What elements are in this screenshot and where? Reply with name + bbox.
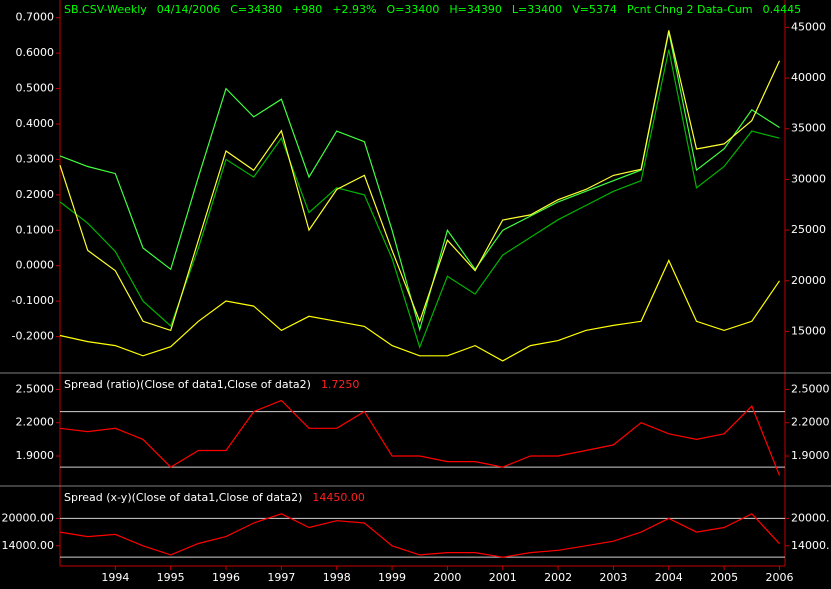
panel-header: 1.7250	[321, 378, 360, 391]
y-tick-label: 0.2000	[16, 188, 55, 201]
y2-tick-label: 2.2000	[791, 416, 830, 429]
x-tick-label: 1996	[212, 571, 240, 584]
x-tick-label: 2001	[489, 571, 517, 584]
y2-tick-label: 2.5000	[791, 382, 830, 395]
x-tick-label: 1999	[378, 571, 406, 584]
panel-header: O=33400	[386, 3, 439, 16]
y-tick-label: 1.9000	[16, 449, 55, 462]
panel-header: Pcnt Chng 2 Data-Cum	[627, 3, 753, 16]
y-tick-label: 0.0000	[16, 259, 55, 272]
panel-header: H=34390	[449, 3, 501, 16]
x-tick-label: 2002	[544, 571, 572, 584]
x-tick-label: 2004	[655, 571, 683, 584]
panel-header: +2.93%	[332, 3, 376, 16]
y2-tick-label: 1.9000	[791, 449, 830, 462]
panel-header: Spread (x-y)(Close of data1,Close of dat…	[64, 491, 302, 504]
y2-tick-label: 14000.	[791, 539, 830, 552]
x-tick-label: 2005	[710, 571, 738, 584]
y-tick-label: 14000.00	[2, 539, 55, 552]
x-tick-label: 2003	[599, 571, 627, 584]
x-tick-label: 2006	[765, 571, 793, 584]
y-tick-label: 2.5000	[16, 382, 55, 395]
panel-header: C=34380	[230, 3, 282, 16]
series-line	[59, 259, 780, 362]
panel-header: Spread (ratio)(Close of data1,Close of d…	[64, 378, 311, 391]
panel-header: V=5374	[572, 3, 617, 16]
y2-tick-label: 30000	[791, 172, 826, 185]
y-tick-label: 2.2000	[16, 416, 55, 429]
y-tick-label: 0.1000	[16, 223, 55, 236]
y-tick-label: 0.5000	[16, 82, 55, 95]
panel-header: 04/14/2006	[157, 3, 220, 16]
series-line	[59, 49, 780, 350]
y2-tick-label: 45000	[791, 20, 826, 33]
x-tick-label: 2000	[433, 571, 461, 584]
panel-header: L=33400	[512, 3, 562, 16]
y-tick-label: 0.7000	[16, 11, 55, 24]
x-tick-label: 1995	[157, 571, 185, 584]
y-tick-label: 0.3000	[16, 152, 55, 165]
y-tick-label: 0.6000	[16, 46, 55, 59]
y2-tick-label: 20000	[791, 274, 826, 287]
y2-tick-label: 25000	[791, 223, 826, 236]
y-tick-label: 0.4000	[16, 117, 55, 130]
panel-header: SB.CSV-Weekly	[64, 3, 147, 16]
y2-tick-label: 20000.	[791, 511, 830, 524]
y-tick-label: -0.2000	[12, 330, 54, 343]
panel-header: 14450.00	[312, 491, 365, 504]
series-line	[59, 30, 781, 332]
x-tick-label: 1997	[267, 571, 295, 584]
y-tick-label: -0.1000	[12, 294, 54, 307]
series-line	[59, 31, 780, 332]
y2-tick-label: 40000	[791, 71, 826, 84]
series-line	[59, 513, 780, 558]
y2-tick-label: 15000	[791, 324, 826, 337]
series-line	[59, 399, 781, 476]
x-tick-label: 1994	[101, 571, 129, 584]
y2-tick-label: 35000	[791, 122, 826, 135]
y-tick-label: 20000.00	[2, 511, 55, 524]
x-tick-label: 1998	[323, 571, 351, 584]
panel-header: 0.4445	[763, 3, 802, 16]
panel-header: +980	[292, 3, 322, 16]
